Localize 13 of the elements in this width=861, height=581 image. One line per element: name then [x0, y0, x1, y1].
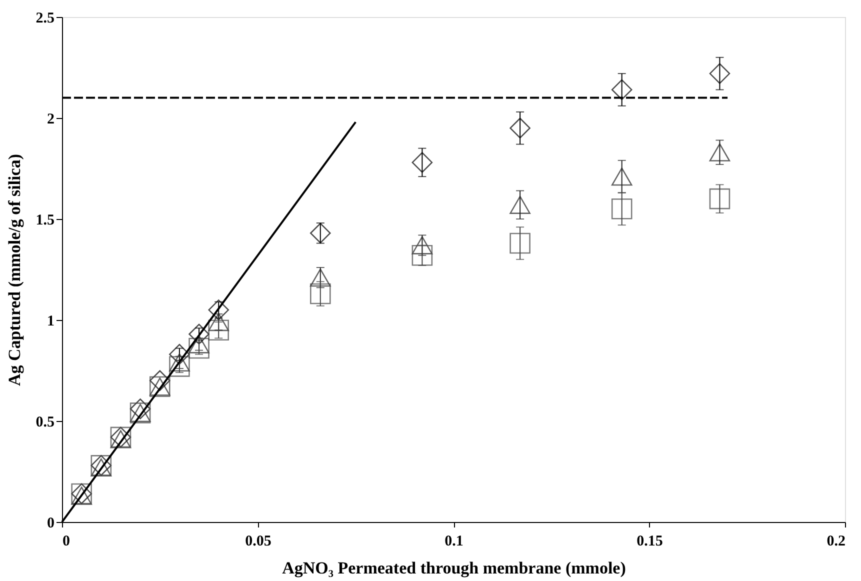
y-axis-title: Ag Captured (mmole/g of silica) [4, 154, 24, 386]
x-axis-title: AgNO₃ Permeated through membrane (mmole) [282, 558, 626, 578]
x-tick-label: 0.2 [826, 534, 846, 550]
x-tick-label: 0.15 [636, 534, 663, 550]
x-tick-label: 0 [62, 534, 70, 550]
y-tick-label: 2.5 [36, 10, 54, 26]
x-tick-label: 0.05 [245, 534, 272, 550]
y-tick-label: 0.5 [36, 414, 54, 430]
x-tick-label: 0.1 [444, 534, 464, 550]
y-tick-label: 0 [47, 516, 54, 532]
y-tick-label: 2 [47, 112, 54, 128]
y-tick-label: 1.5 [36, 212, 54, 228]
y-tick-label: 1 [47, 314, 54, 330]
